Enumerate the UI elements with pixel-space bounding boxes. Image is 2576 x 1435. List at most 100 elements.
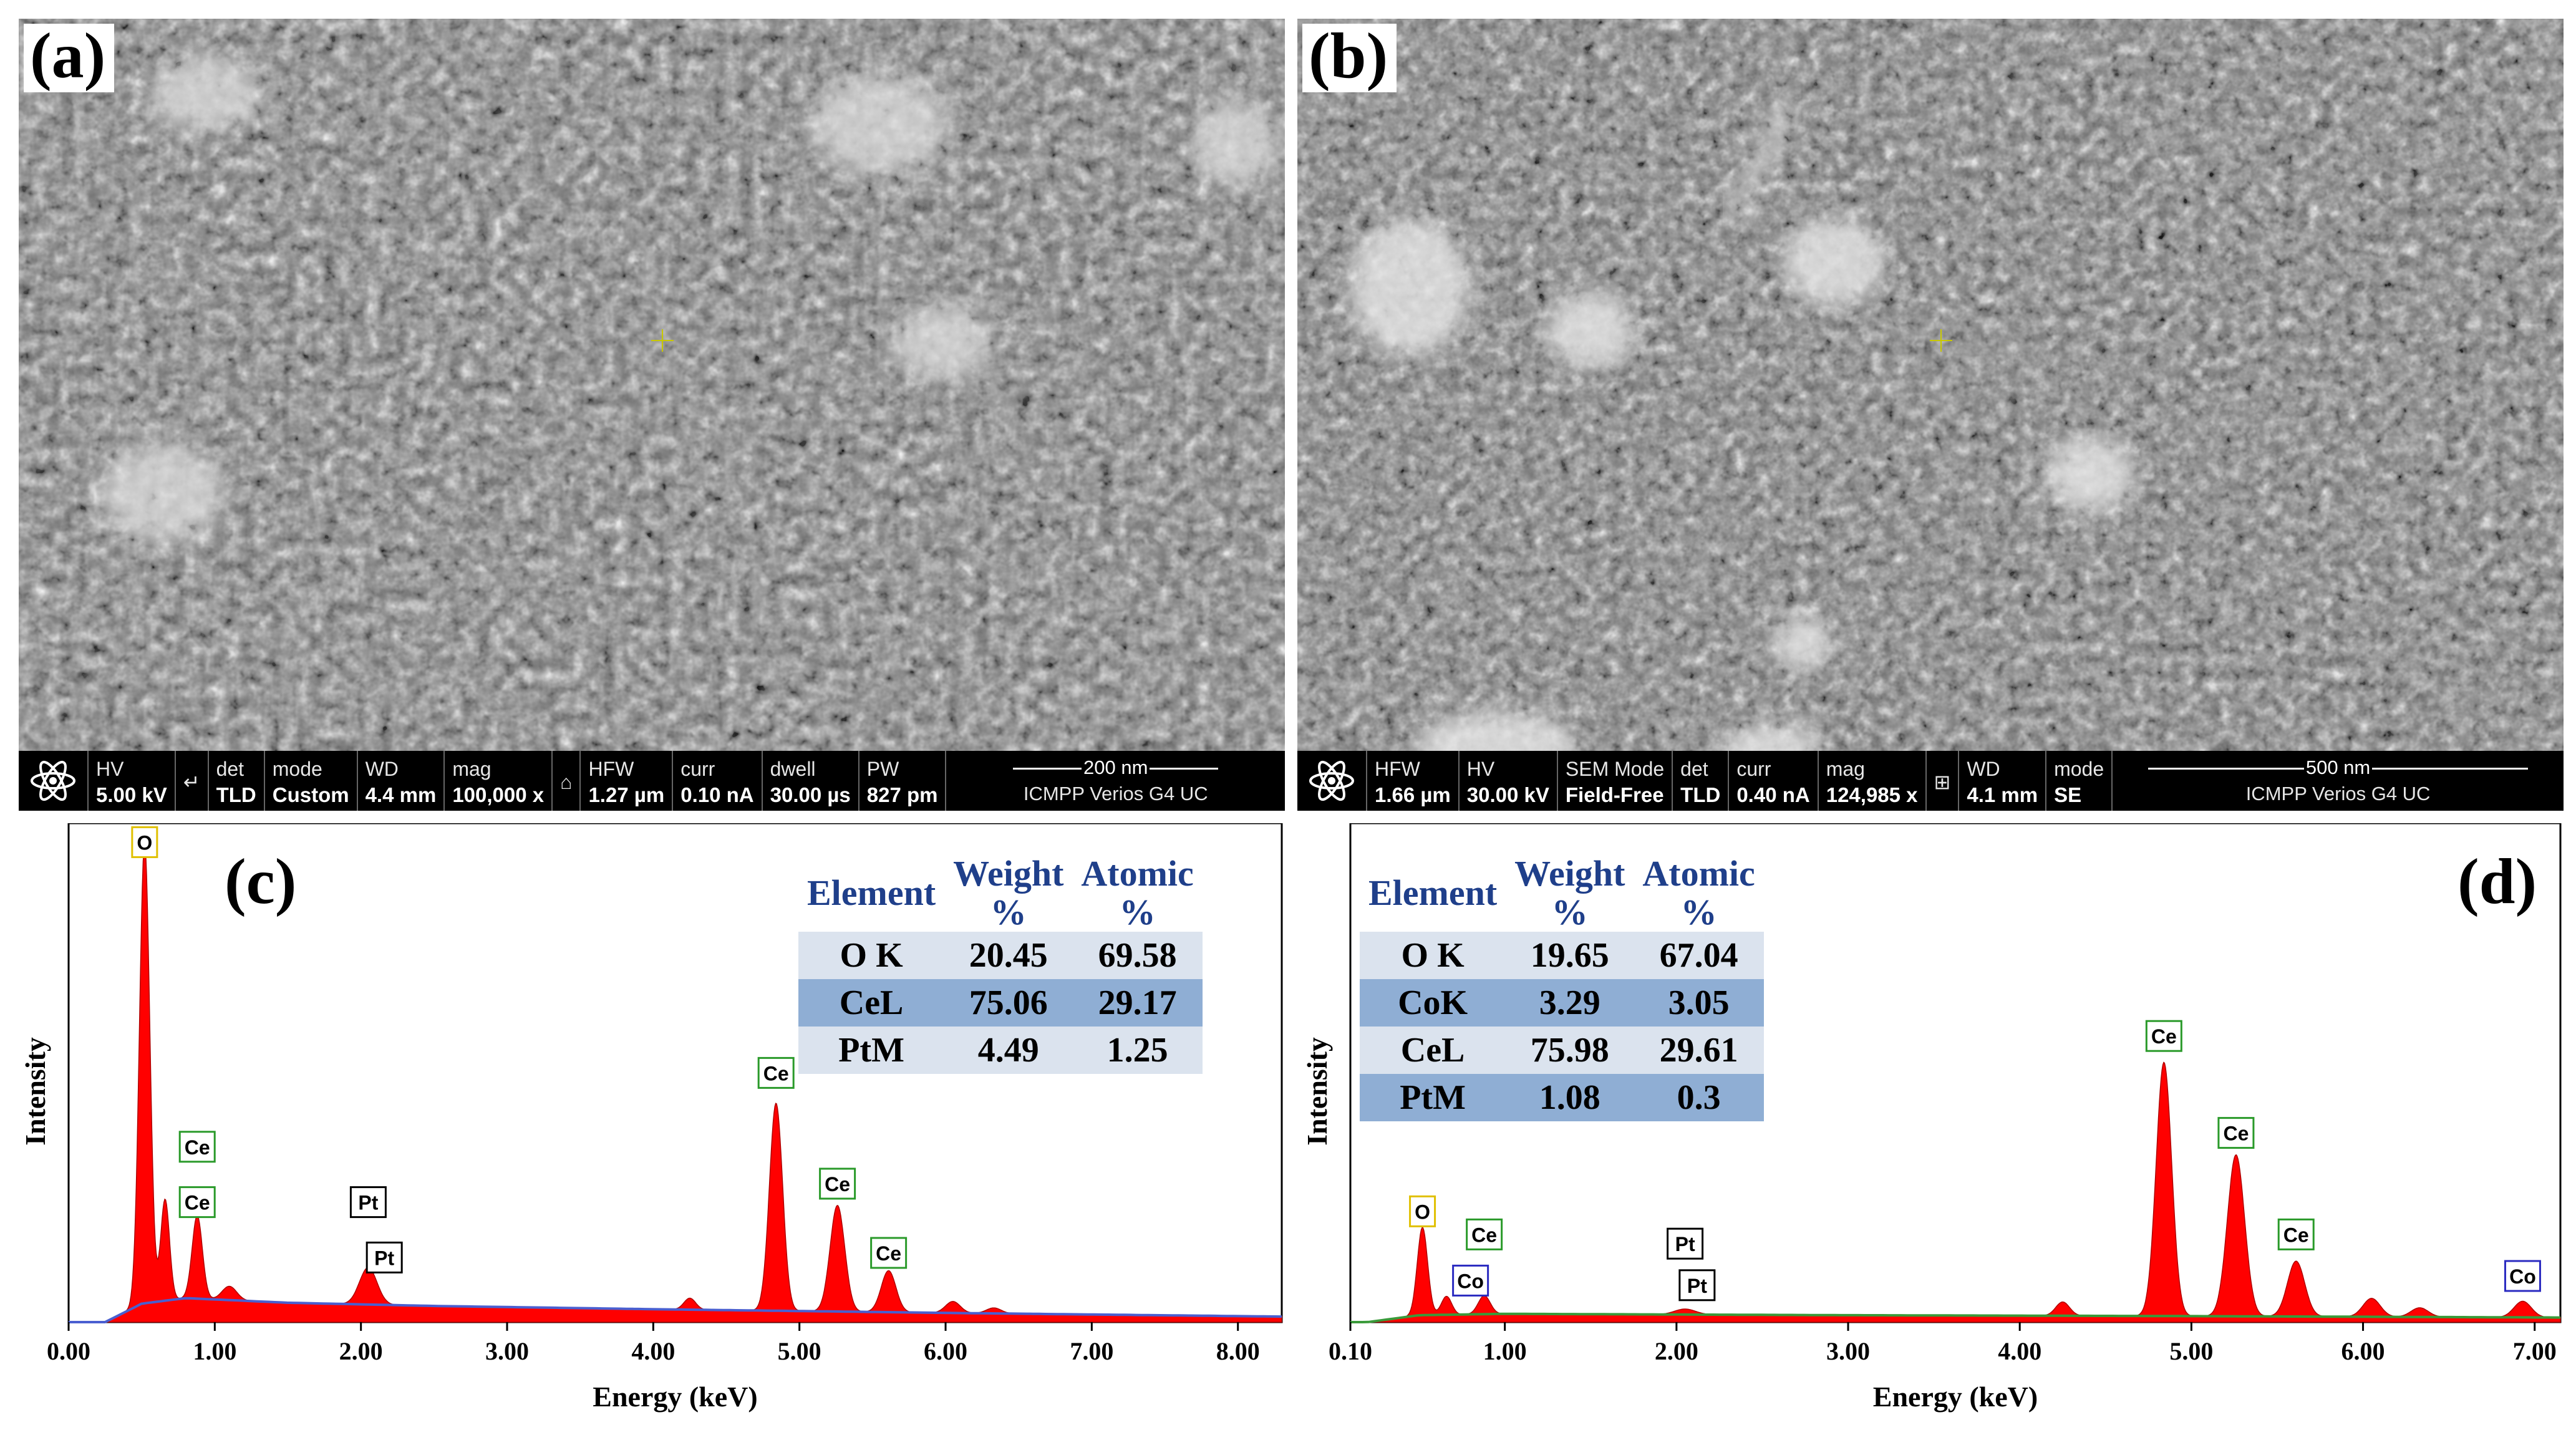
peak-label-text: Ce (763, 1062, 789, 1085)
databar-cell: ⊞ (1927, 751, 1960, 811)
eds-plot-c: (c) 0.00 1.00 2.00 3.00 4.00 5.00 6.00 7.00 8.00… (19, 823, 1283, 1413)
databar-cell-value: 827 pm (866, 783, 938, 806)
databar-cell-label: mode (272, 758, 322, 780)
databar-cell-value: Custom (272, 783, 349, 806)
panel-letter-b: (b) (1302, 24, 1397, 92)
table-cell-atomic: 3.05 (1634, 979, 1764, 1027)
x-tick-label: 4.00 (1998, 1337, 2041, 1365)
eds-plot-d: (d) 0.10 1.00 2.00 3.00 4.00 5.00 6.00 7.00 Ener… (1301, 823, 2562, 1413)
databar-cell: ↵ (176, 751, 209, 811)
table-row: O K 19.65 67.04 (1360, 932, 1764, 979)
databar-cell: HV 5.00 kV (89, 751, 176, 811)
databar-cell-value: 5.00 kV (96, 783, 167, 806)
databar-cell-value: 100,000 x (452, 783, 545, 806)
x-axis-title: Energy (keV) (593, 1381, 757, 1413)
x-tick-label: 3.00 (485, 1337, 529, 1365)
peak-label-text: Ce (1471, 1224, 1497, 1246)
databar-cell-label: SEM Mode (1565, 758, 1665, 780)
x-tick-label: 2.00 (339, 1337, 383, 1365)
panel-letter-a: (a) (24, 24, 115, 92)
databar-cell: PW 827 pm (859, 751, 947, 811)
sem-image-b: (b) HFW 1.66 µm HV 30.00 kV SEM Mode Field-Fr… (1297, 19, 2564, 811)
databar-cell-value: 0.10 nA (680, 783, 754, 806)
peak-label-text: Pt (1675, 1233, 1695, 1255)
peak-label: Pt (366, 1241, 403, 1273)
databar-cell-label: ↵ (183, 771, 200, 793)
peak-label: Ce (757, 1056, 795, 1089)
peak-label-text: Co (2509, 1265, 2536, 1288)
databar-cell-label: curr (680, 758, 715, 780)
databar-cell: SEM Mode Field-Free (1558, 751, 1673, 811)
table-cell-weight: 4.49 (944, 1027, 1073, 1074)
databar-cell: curr 0.40 nA (1729, 751, 1819, 811)
peak-label: O (1409, 1195, 1436, 1227)
table-row: CeL 75.06 29.17 (798, 979, 1203, 1027)
sem-texture-a (19, 19, 1285, 811)
databar-cell-label: curr (1736, 758, 1771, 780)
databar-cell: mag 100,000 x (445, 751, 553, 811)
peak-label: Ce (819, 1167, 856, 1200)
peak-label-text: Ce (825, 1173, 850, 1196)
peak-label-text: Ce (876, 1242, 901, 1265)
peak-label: Pt (1678, 1269, 1716, 1302)
x-tick-label: 5.00 (2169, 1337, 2213, 1365)
fei-atom-logo-icon (1297, 751, 1367, 811)
table-row: PtM 4.49 1.25 (798, 1027, 1203, 1074)
databar-cell-value: 30.00 µs (770, 783, 851, 806)
panel-letter-d: (d) (2457, 846, 2537, 917)
databar-cell-label: WD (1967, 758, 2000, 780)
databar-cell-value: 4.4 mm (365, 783, 437, 806)
table-cell-atomic: 29.61 (1634, 1027, 1764, 1074)
instrument-label: ICMPP Verios G4 UC (1023, 783, 1208, 804)
panel-letter-c: (c) (225, 846, 296, 917)
composition-table-c: Element Weight Atomic % % O K 20.45 69.58 C… (798, 854, 1203, 1074)
table-cell-weight: 3.29 (1506, 979, 1634, 1027)
databar-cell: HFW 1.27 µm (581, 751, 674, 811)
peak-label: Co (1452, 1264, 1489, 1297)
databar-cell: HFW 1.66 µm (1367, 751, 1460, 811)
scalebar-label: 200 nm (1083, 756, 1148, 778)
peak-label: Co (2504, 1260, 2541, 1292)
databar-cell-label: dwell (770, 758, 816, 780)
peak-label-text: Pt (1687, 1275, 1707, 1297)
databar-cell-label: HV (96, 758, 124, 780)
table-cell-element: CeL (1360, 1027, 1506, 1074)
peak-label: Pt (1667, 1227, 1704, 1260)
table-cell-weight: 75.98 (1506, 1027, 1634, 1074)
x-tick-label: 1.00 (193, 1337, 236, 1365)
col-header-weight: Weight (953, 853, 1064, 894)
databar-cell-value: Field-Free (1565, 783, 1664, 806)
databar-cell-label: HV (1466, 758, 1495, 780)
databar-cell: HV 30.00 kV (1460, 751, 1558, 811)
crosshair-marker (1930, 329, 1952, 352)
eds-chart-c: (c) 0.00 1.00 2.00 3.00 4.00 5.00 6.00 7.00 8.00… (19, 823, 1285, 1435)
databar-cell: mode SE (2046, 751, 2113, 811)
peak-label-text: Ce (185, 1136, 210, 1159)
databar-cell-label: HFW (588, 758, 634, 780)
col-header-weight-unit: % (1551, 892, 1588, 932)
table-cell-weight: 19.65 (1506, 932, 1634, 979)
x-tick-label: 0.00 (47, 1337, 90, 1365)
databar-cell-value: 4.1 mm (1967, 783, 2038, 806)
databar-cell-value: TLD (216, 783, 256, 806)
peak-label-text: Pt (374, 1247, 394, 1269)
table-row: O K 20.45 69.58 (798, 932, 1203, 979)
databar-cell-label: mag (452, 758, 491, 780)
table-cell-element: PtM (798, 1027, 945, 1074)
x-tick-label: 8.00 (1216, 1337, 1260, 1365)
databar-cell-label: mode (2054, 758, 2104, 780)
table-cell-weight: 75.06 (944, 979, 1073, 1027)
x-tick-label: 6.00 (2341, 1337, 2385, 1365)
table-row: CeL 75.98 29.61 (1360, 1027, 1764, 1074)
databar-cell: WD 4.4 mm (358, 751, 445, 811)
table-cell-weight: 1.08 (1506, 1074, 1634, 1121)
eds-chart-d: (d) 0.10 1.00 2.00 3.00 4.00 5.00 6.00 7.00 Ener… (1297, 823, 2564, 1435)
scalebar-label: 500 nm (2305, 756, 2371, 778)
peak-label-text: O (137, 831, 152, 854)
table-cell-element: PtM (1360, 1074, 1506, 1121)
y-axis-title: Intensity (19, 1037, 51, 1146)
col-header-atomic: Atomic (1081, 853, 1194, 894)
sem-databar-a: HV 5.00 kV ↵ det TLD mode Custom WD 4.4 mm mag 100… (19, 751, 1285, 811)
col-header-weight-unit: % (990, 892, 1027, 932)
databar-cell-label: ⊞ (1934, 771, 1951, 793)
